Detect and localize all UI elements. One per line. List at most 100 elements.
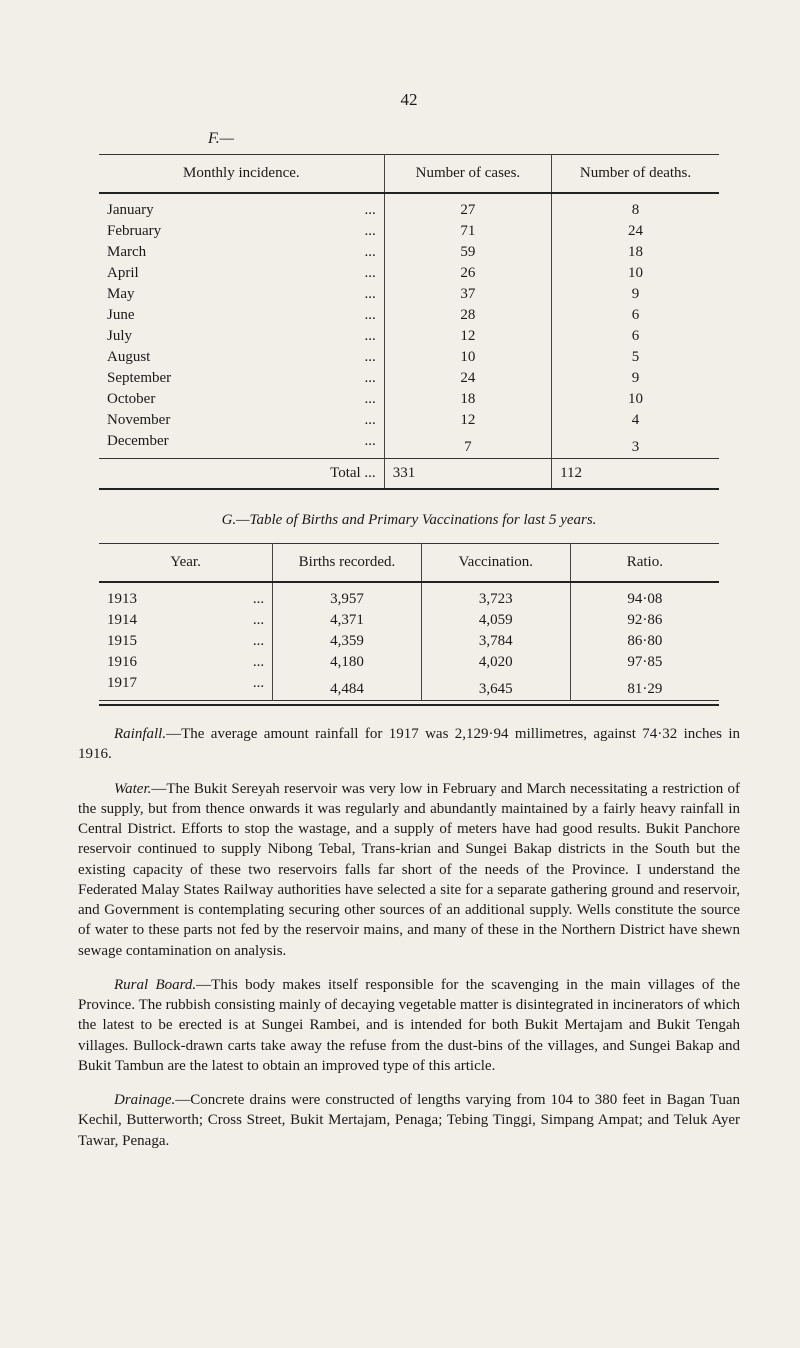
page: 42 F.— Monthly incidence. Number of case… [0, 0, 800, 1348]
month-cell: February [107, 223, 161, 239]
para-body: —The Bukit Sereyah reservoir was very lo… [78, 781, 740, 959]
table-row: May ... 37 9 [99, 284, 719, 305]
month-cell: July [107, 328, 132, 344]
deaths-cell: 10 [552, 263, 719, 284]
table-f-total-deaths: 112 [552, 459, 719, 490]
cases-cell: 10 [384, 347, 551, 368]
cases-cell: 26 [384, 263, 551, 284]
table-f-col-monthly: Monthly incidence. [99, 155, 384, 194]
vacc-cell: 3,723 [421, 582, 570, 610]
year-cell: 1915 [107, 633, 137, 649]
table-row: July ... 12 6 [99, 326, 719, 347]
cases-cell: 71 [384, 221, 551, 242]
fill: ... [253, 612, 264, 629]
section-f-label: F.— [208, 130, 740, 148]
table-g: Year. Births recorded. Vaccination. Rati… [99, 543, 719, 706]
para-head: Drainage. [114, 1092, 175, 1108]
deaths-cell: 6 [552, 326, 719, 347]
births-cell: 4,371 [273, 610, 422, 631]
deaths-cell: 6 [552, 305, 719, 326]
fill: ... [364, 370, 375, 387]
fill: ... [253, 675, 264, 692]
cases-cell: 18 [384, 389, 551, 410]
table-row: April ... 26 10 [99, 263, 719, 284]
ratio-cell: 94·08 [570, 582, 719, 610]
month-cell: January [107, 202, 154, 218]
ratio-cell: 86·80 [570, 631, 719, 652]
fill: ... [253, 633, 264, 650]
deaths-cell: 4 [552, 410, 719, 431]
month-cell: September [107, 370, 171, 386]
fill: ... [364, 265, 375, 282]
table-row: 1915 ... 4,359 3,784 86·80 [99, 631, 719, 652]
cases-cell: 24 [384, 368, 551, 389]
births-cell: 4,484 [273, 673, 422, 701]
deaths-cell: 10 [552, 389, 719, 410]
table-row: 1917 ... 4,484 3,645 81·29 [99, 673, 719, 701]
cases-cell: 7 [384, 431, 551, 459]
fill: ... [364, 391, 375, 408]
table-f-total-cases: 331 [384, 459, 551, 490]
deaths-cell: 5 [552, 347, 719, 368]
fill: ... [253, 654, 264, 671]
fill: ... [364, 349, 375, 366]
table-row: 1913 ... 3,957 3,723 94·08 [99, 582, 719, 610]
cases-cell: 37 [384, 284, 551, 305]
year-cell: 1913 [107, 591, 137, 607]
cases-cell: 59 [384, 242, 551, 263]
vacc-cell: 3,784 [421, 631, 570, 652]
ratio-cell: 81·29 [570, 673, 719, 701]
month-cell: August [107, 349, 150, 365]
para-drainage: Drainage.—Concrete drains were construct… [78, 1090, 740, 1151]
table-g-bottom-rule [99, 701, 719, 706]
table-g-col-ratio: Ratio. [570, 544, 719, 583]
table-row: September ... 24 9 [99, 368, 719, 389]
table-row: November ... 12 4 [99, 410, 719, 431]
table-row: October ... 18 10 [99, 389, 719, 410]
month-cell: June [107, 307, 135, 323]
fill: ... [364, 286, 375, 303]
ratio-cell: 97·85 [570, 652, 719, 673]
month-cell: October [107, 391, 155, 407]
table-row: 1914 ... 4,371 4,059 92·86 [99, 610, 719, 631]
page-number: 42 [78, 90, 740, 110]
fill: ... [364, 328, 375, 345]
fill: ... [364, 202, 375, 219]
cases-cell: 27 [384, 193, 551, 221]
para-body: —The average amount rainfall for 1917 wa… [78, 726, 740, 762]
table-g-col-births: Births recorded. [273, 544, 422, 583]
births-cell: 4,359 [273, 631, 422, 652]
para-head: Rural Board. [114, 977, 196, 993]
year-cell: 1917 [107, 675, 137, 691]
deaths-cell: 3 [552, 431, 719, 459]
section-g-caption: G.—Table of Births and Primary Vaccinati… [78, 512, 740, 529]
deaths-cell: 8 [552, 193, 719, 221]
month-cell: May [107, 286, 135, 302]
births-cell: 4,180 [273, 652, 422, 673]
year-cell: 1914 [107, 612, 137, 628]
fill: ... [364, 223, 375, 240]
table-row: March ... 59 18 [99, 242, 719, 263]
deaths-cell: 9 [552, 284, 719, 305]
para-water: Water.—The Bukit Sereyah reservoir was v… [78, 779, 740, 961]
month-cell: March [107, 244, 146, 260]
cases-cell: 12 [384, 410, 551, 431]
cases-cell: 12 [384, 326, 551, 347]
fill: ... [364, 244, 375, 261]
month-cell: November [107, 412, 170, 428]
fill: ... [364, 412, 375, 429]
deaths-cell: 9 [552, 368, 719, 389]
vacc-cell: 4,020 [421, 652, 570, 673]
table-f-total-label: Total ... [99, 459, 384, 490]
table-g-col-vacc: Vaccination. [421, 544, 570, 583]
fill: ... [364, 433, 375, 450]
table-row: December ... 7 3 [99, 431, 719, 459]
deaths-cell: 18 [552, 242, 719, 263]
para-head: Rainfall. [114, 726, 166, 742]
table-f: Monthly incidence. Number of cases. Numb… [99, 154, 719, 490]
table-row: June ... 28 6 [99, 305, 719, 326]
month-cell: December [107, 433, 169, 449]
vacc-cell: 4,059 [421, 610, 570, 631]
births-cell: 3,957 [273, 582, 422, 610]
para-head: Water. [114, 781, 151, 797]
